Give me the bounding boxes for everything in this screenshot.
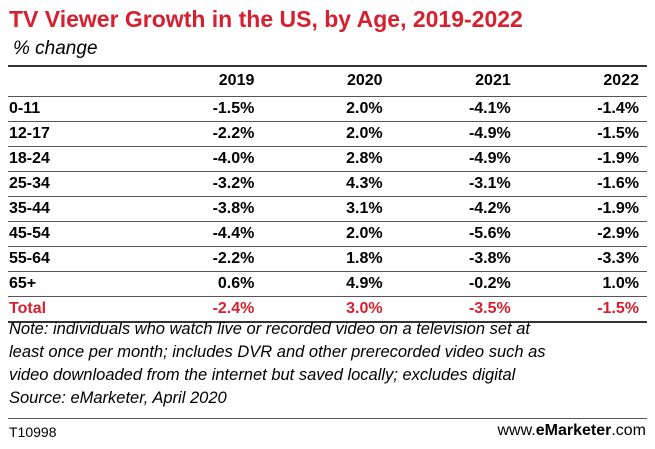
table-row: 65+ 0.6% 4.9% -0.2% 1.0% [8, 271, 647, 297]
cell-value: -3.5% [390, 296, 519, 323]
row-label: Total [8, 296, 135, 323]
cell-value: 0.6% [217, 275, 255, 292]
footer-brand: www.eMarketer.com [497, 422, 646, 440]
cell-value: -1.5% [518, 296, 647, 323]
cell-value: -4.9% [468, 125, 511, 142]
cell-value: 2.8% [346, 150, 383, 167]
cell-value: -3.2% [212, 175, 255, 192]
cell-value: 2.0% [346, 100, 383, 117]
header-cell-2022: 2022 [603, 72, 639, 89]
row-label: 55-64 [9, 250, 50, 267]
note-text: Note: individuals who watch live or reco… [9, 318, 649, 410]
cell-value: -5.6% [468, 225, 511, 242]
cell-value: 1.8% [346, 250, 383, 267]
cell-value: -3.3% [597, 250, 639, 267]
chart-title: TV Viewer Growth in the US, by Age, 2019… [9, 6, 523, 32]
header-row: 2019 2020 2021 2022 [8, 66, 647, 97]
cell-value: -1.5% [597, 125, 639, 142]
row-label: 65+ [9, 275, 37, 292]
table-row: 12-17 -2.2% 2.0% -4.9% -1.5% [8, 121, 647, 147]
table-row: 45-54 -4.4% 2.0% -5.6% -2.9% [8, 221, 647, 247]
cell-value: 2.0% [346, 225, 383, 242]
table-row: 55-64 -2.2% 1.8% -3.8% -3.3% [8, 246, 647, 272]
cell-value: 4.3% [346, 175, 383, 192]
cell-value: -1.4% [597, 100, 639, 117]
note-line: video downloaded from the internet but s… [9, 366, 516, 384]
cell-value: 3.1% [346, 200, 383, 217]
header-cell-empty [8, 66, 134, 97]
row-label: 25-34 [9, 175, 50, 192]
cell-value: -4.2% [468, 200, 511, 217]
header-cell-2021: 2021 [475, 72, 511, 89]
cell-value: -4.1% [468, 100, 511, 117]
brand-name: eMarketer [535, 422, 612, 439]
cell-value: -2.9% [597, 225, 639, 242]
cell-value: -1.6% [597, 175, 639, 192]
cell-value: -1.9% [597, 200, 639, 217]
data-table: 2019 2020 2021 2022 0-11 -1.5% 2.0% -4.1% -1… [8, 66, 647, 323]
source-line: Source: eMarketer, April 2020 [9, 389, 227, 407]
brand-prefix: www. [497, 422, 536, 439]
cell-value: -3.8% [212, 200, 255, 217]
cell-value: -2.2% [212, 125, 255, 142]
row-label: 45-54 [9, 225, 50, 242]
brand-suffix: .com [611, 422, 646, 439]
table-row: 0-11 -1.5% 2.0% -4.1% -1.4% [8, 96, 647, 122]
cell-value: -0.2% [468, 275, 511, 292]
table-row: 35-44 -3.8% 3.1% -4.2% -1.9% [8, 196, 647, 222]
table-row: 25-34 -3.2% 4.3% -3.1% -1.6% [8, 171, 647, 197]
table-row: Total -2.4% 3.0% -3.5% -1.5% [8, 296, 647, 323]
cell-value: -2.2% [212, 250, 255, 267]
note-line: least once per month; includes DVR and o… [9, 343, 546, 361]
header-cell-2019: 2019 [218, 72, 255, 89]
cell-value: 2.0% [346, 125, 383, 142]
cell-value: 3.0% [262, 296, 391, 323]
cell-value: 4.9% [346, 275, 383, 292]
cell-value: -2.4% [134, 296, 263, 323]
row-label: 0-11 [9, 100, 41, 117]
top-rule [8, 65, 647, 67]
row-label: 35-44 [9, 200, 50, 217]
header-cell-2020: 2020 [346, 72, 383, 89]
cell-value: -1.5% [212, 100, 255, 117]
cell-value: -1.9% [597, 150, 639, 167]
row-label: 18-24 [9, 150, 50, 167]
cell-value: -3.1% [468, 175, 511, 192]
table-row: 18-24 -4.0% 2.8% -4.9% -1.9% [8, 146, 647, 172]
cell-value: -4.9% [468, 150, 511, 167]
footer-rule [8, 418, 647, 419]
chart-subtitle: % change [13, 38, 98, 59]
cell-value: -4.4% [212, 225, 255, 242]
cell-value: -3.8% [468, 250, 511, 267]
note-line: Note: individuals who watch live or reco… [9, 320, 530, 338]
footer-code: T10998 [9, 424, 57, 440]
table-body: 0-11 -1.5% 2.0% -4.1% -1.4% 12-17 -2.2% 2.0% -4.… [8, 96, 647, 323]
cell-value: 1.0% [602, 275, 639, 292]
cell-value: -4.0% [212, 150, 255, 167]
row-label: 12-17 [9, 125, 50, 142]
